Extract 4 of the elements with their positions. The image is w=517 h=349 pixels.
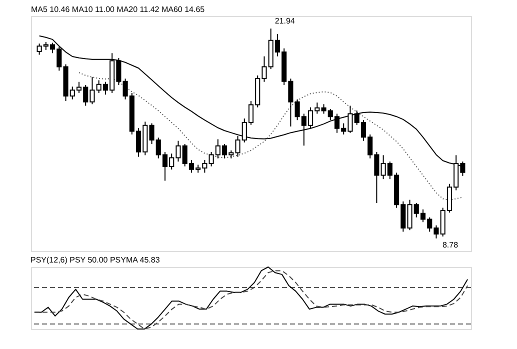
text: 21.94 xyxy=(274,16,296,26)
chart-title: PSY(12,6) PSY 50.00 PSYMA 45.83 xyxy=(30,256,160,264)
chart-title: MA5 10.46 MA10 11.00 MA20 11.42 MA60 14.65 xyxy=(31,5,206,14)
text: 8.78 xyxy=(442,240,459,250)
